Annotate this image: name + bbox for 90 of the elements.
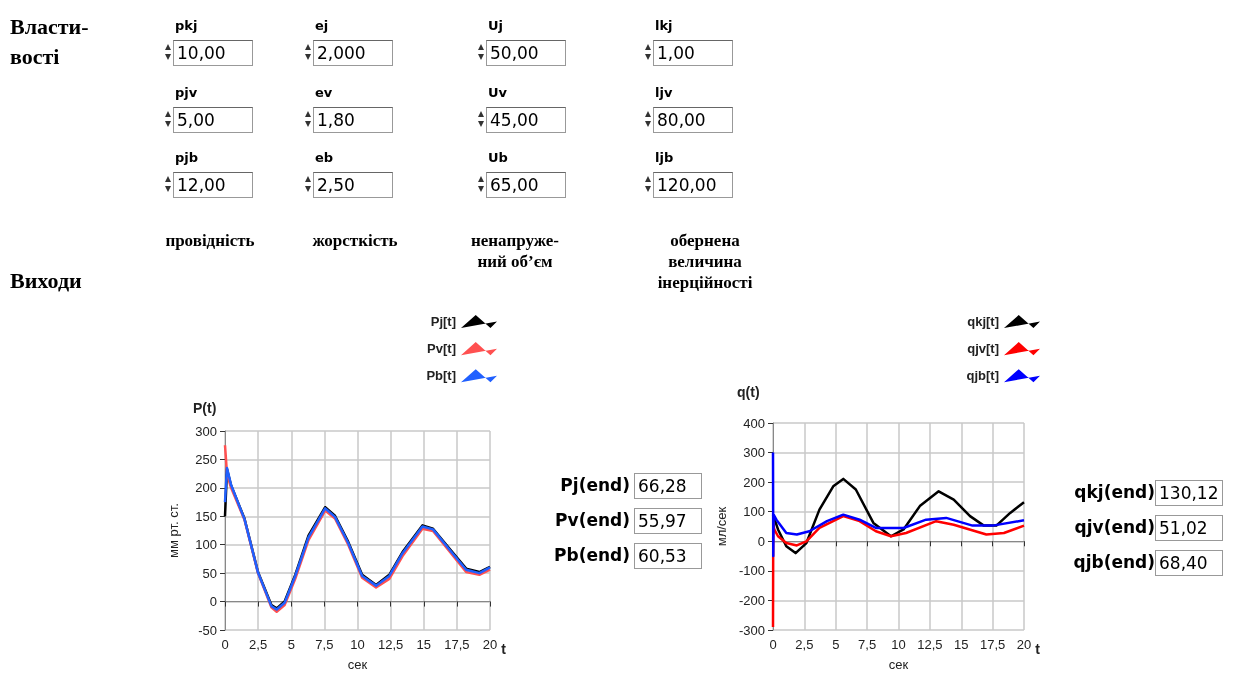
text: ev bbox=[315, 85, 333, 100]
x-tick-label: 7,5 bbox=[315, 637, 334, 652]
x-tick-label: 10 bbox=[350, 637, 365, 652]
text: t bbox=[1035, 641, 1041, 657]
x-axis-title: сек bbox=[888, 657, 909, 672]
y-tick-label: 0 bbox=[757, 533, 765, 549]
text: провідність bbox=[164, 230, 256, 251]
text: ненапруже-ний об’єм bbox=[470, 230, 560, 272]
text: Власти-вості bbox=[10, 13, 90, 71]
y-tick-label: -200 bbox=[738, 592, 765, 608]
text: eb bbox=[315, 150, 334, 165]
text: жорсткість bbox=[311, 230, 399, 251]
y-tick-label: -100 bbox=[738, 563, 765, 579]
x-tick-label: 17,5 bbox=[979, 637, 1006, 652]
chart-title: P(t) bbox=[193, 400, 217, 416]
y-tick-label: 100 bbox=[743, 504, 765, 520]
x-tick-label: 0 bbox=[769, 637, 777, 652]
text: 2,50 bbox=[313, 172, 393, 198]
text: 130,12 bbox=[1155, 480, 1223, 506]
x-tick-label: 20 bbox=[1016, 637, 1032, 652]
x-tick-label: 10 bbox=[891, 637, 906, 652]
legend-label: Pj[t] bbox=[430, 314, 456, 330]
text: pkj bbox=[175, 18, 198, 33]
legend-label: Pb[t] bbox=[426, 368, 456, 384]
text: обернена величина інерційності bbox=[656, 230, 754, 293]
y-tick-label: 150 bbox=[195, 508, 217, 524]
x-tick-label: 15 bbox=[416, 637, 431, 652]
text: 51,02 bbox=[1155, 515, 1223, 541]
x-axis-title: сек bbox=[347, 657, 368, 672]
text: 2,000 bbox=[313, 40, 393, 66]
y-tick-label: 300 bbox=[743, 445, 765, 461]
text: 68,40 bbox=[1155, 550, 1223, 576]
text: 80,00 bbox=[653, 107, 733, 133]
y-axis-title: мл/сек bbox=[714, 506, 729, 547]
text: 50,00 bbox=[486, 40, 566, 66]
x-tick-label: 17,5 bbox=[444, 637, 470, 652]
text: Ub bbox=[488, 150, 508, 165]
text: ej bbox=[315, 18, 329, 33]
text: 1,00 bbox=[653, 40, 733, 66]
y-tick-label: 400 bbox=[743, 415, 765, 431]
text: ljv bbox=[655, 85, 673, 100]
text: Pv(end) bbox=[554, 510, 630, 530]
text: 10,00 bbox=[173, 40, 253, 66]
x-tick-label: 20 bbox=[482, 637, 498, 652]
text: lkj bbox=[655, 18, 673, 33]
x-tick-label: 12,5 bbox=[377, 637, 404, 652]
text: 66,28 bbox=[634, 473, 702, 499]
text: Pj(end) bbox=[559, 475, 630, 495]
y-tick-label: 100 bbox=[195, 537, 217, 553]
y-tick-label: 50 bbox=[202, 565, 217, 581]
legend-label: qjv[t] bbox=[967, 341, 999, 357]
y-axis-title: мм рт. ст. bbox=[166, 503, 181, 558]
y-tick-label: 200 bbox=[195, 480, 217, 496]
y-tick-label: 250 bbox=[195, 451, 217, 467]
text: qjv(end) bbox=[1073, 517, 1155, 537]
text: Uj bbox=[488, 18, 504, 33]
text: 1,80 bbox=[313, 107, 393, 133]
y-tick-label: -50 bbox=[198, 622, 217, 638]
text: 45,00 bbox=[486, 107, 566, 133]
text: 65,00 bbox=[486, 172, 566, 198]
x-tick-label: 7,5 bbox=[858, 637, 877, 652]
text: Pb(end) bbox=[553, 545, 630, 565]
y-tick-label: -300 bbox=[738, 622, 765, 638]
y-tick-label: 200 bbox=[743, 474, 765, 490]
y-tick-label: 0 bbox=[209, 594, 217, 610]
text: qjb(end) bbox=[1072, 552, 1155, 572]
chart-title: q(t) bbox=[737, 384, 760, 400]
x-tick-label: 12,5 bbox=[917, 637, 943, 652]
text: pjv bbox=[175, 85, 198, 100]
x-tick-label: 2,5 bbox=[249, 637, 268, 652]
text: 12,00 bbox=[173, 172, 253, 198]
text: 60,53 bbox=[634, 543, 702, 569]
text: 120,00 bbox=[653, 172, 733, 198]
text: pjb bbox=[175, 150, 199, 165]
text: 55,97 bbox=[634, 508, 702, 534]
text: t bbox=[501, 641, 507, 657]
x-tick-label: 5 bbox=[832, 637, 840, 652]
legend-label: qkj[t] bbox=[967, 314, 999, 330]
text: Uv bbox=[488, 85, 508, 100]
text: 5,00 bbox=[173, 107, 253, 133]
legend-label: Pv[t] bbox=[427, 341, 456, 357]
x-tick-label: 2,5 bbox=[795, 637, 814, 652]
x-tick-label: 15 bbox=[954, 637, 969, 652]
text: qkj(end) bbox=[1073, 482, 1155, 502]
text: Виходи bbox=[10, 268, 82, 294]
x-tick-label: 5 bbox=[287, 637, 295, 652]
text: ljb bbox=[655, 150, 674, 165]
legend-label: qjb[t] bbox=[966, 368, 999, 384]
y-tick-label: 300 bbox=[195, 423, 217, 439]
x-tick-label: 0 bbox=[221, 637, 229, 652]
